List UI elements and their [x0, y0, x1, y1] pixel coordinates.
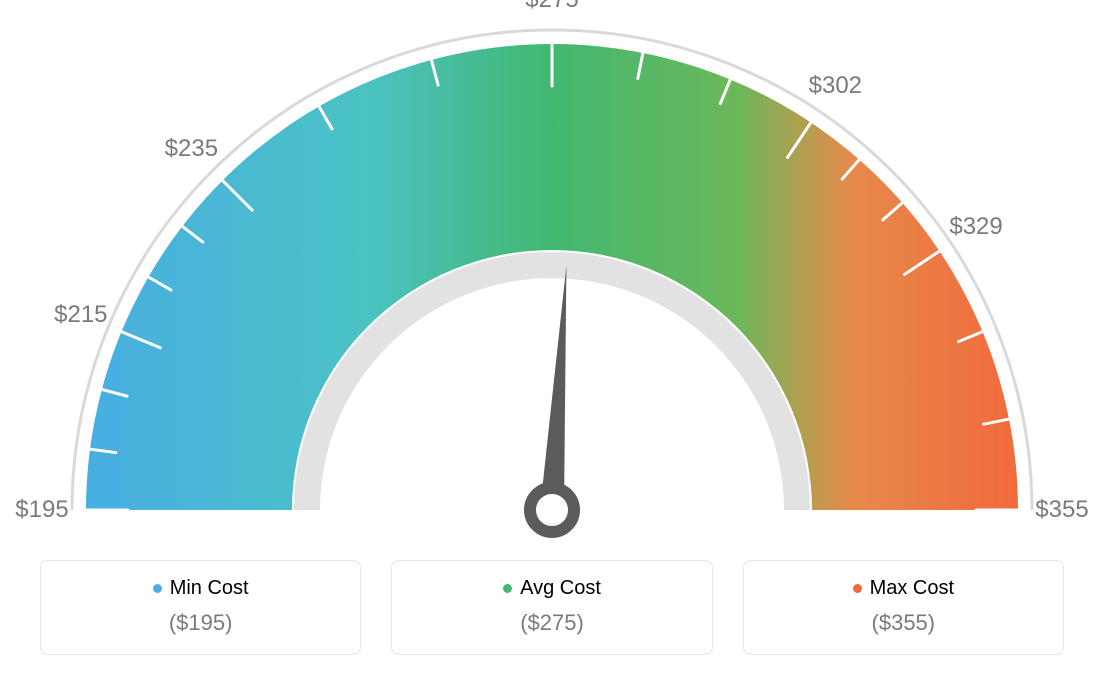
- tick-label: $235: [165, 135, 218, 163]
- tick-label: $215: [54, 301, 107, 329]
- legend-label-avg: Avg Cost: [520, 577, 601, 600]
- legend-card-avg: Avg Cost ($275): [391, 560, 712, 655]
- legend-value-min: ($195): [41, 610, 360, 636]
- legend-title-max: Max Cost: [853, 577, 954, 600]
- legend-dot-min: [153, 584, 162, 593]
- tick-label: $195: [15, 496, 68, 524]
- legend-row: Min Cost ($195) Avg Cost ($275) Max Cost…: [0, 560, 1104, 685]
- gauge-svg: [0, 0, 1104, 560]
- tick-label: $302: [809, 72, 862, 100]
- gauge-chart: $195 $215 $235 $275 $302 $329 $355: [0, 0, 1104, 560]
- legend-card-min: Min Cost ($195): [40, 560, 361, 655]
- legend-label-max: Max Cost: [870, 577, 954, 600]
- tick-label: $329: [949, 213, 1002, 241]
- legend-title-min: Min Cost: [153, 577, 249, 600]
- legend-dot-max: [853, 584, 862, 593]
- legend-label-min: Min Cost: [170, 577, 249, 600]
- tick-label: $275: [525, 0, 578, 14]
- legend-title-avg: Avg Cost: [503, 577, 601, 600]
- legend-card-max: Max Cost ($355): [743, 560, 1064, 655]
- legend-value-avg: ($275): [392, 610, 711, 636]
- legend-dot-avg: [503, 584, 512, 593]
- legend-value-max: ($355): [744, 610, 1063, 636]
- tick-label: $355: [1035, 496, 1088, 524]
